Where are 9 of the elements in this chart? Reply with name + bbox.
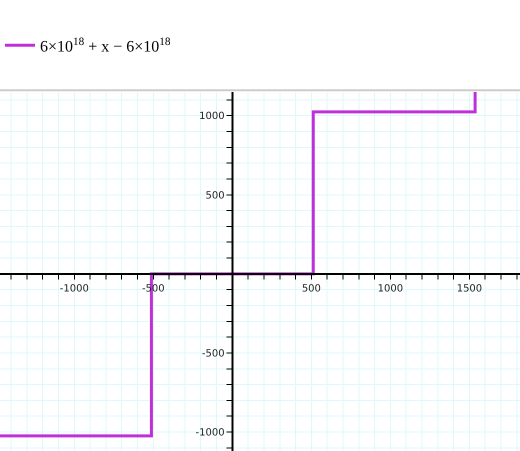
y-tick-label: -500 — [202, 348, 225, 360]
x-tick-label: -1000 — [60, 284, 89, 295]
x-tick-label: 1500 — [456, 284, 482, 295]
x-tick-label: 1000 — [378, 284, 404, 295]
y-tick-label: 500 — [205, 190, 225, 202]
y-tick-label: -1000 — [196, 428, 225, 439]
y-tick-label: 1000 — [199, 111, 225, 122]
legend-label: 6×10$^{18}$ + x − 6×10$^{18}$ — [40, 36, 171, 56]
x-tick-label: 500 — [302, 284, 321, 295]
